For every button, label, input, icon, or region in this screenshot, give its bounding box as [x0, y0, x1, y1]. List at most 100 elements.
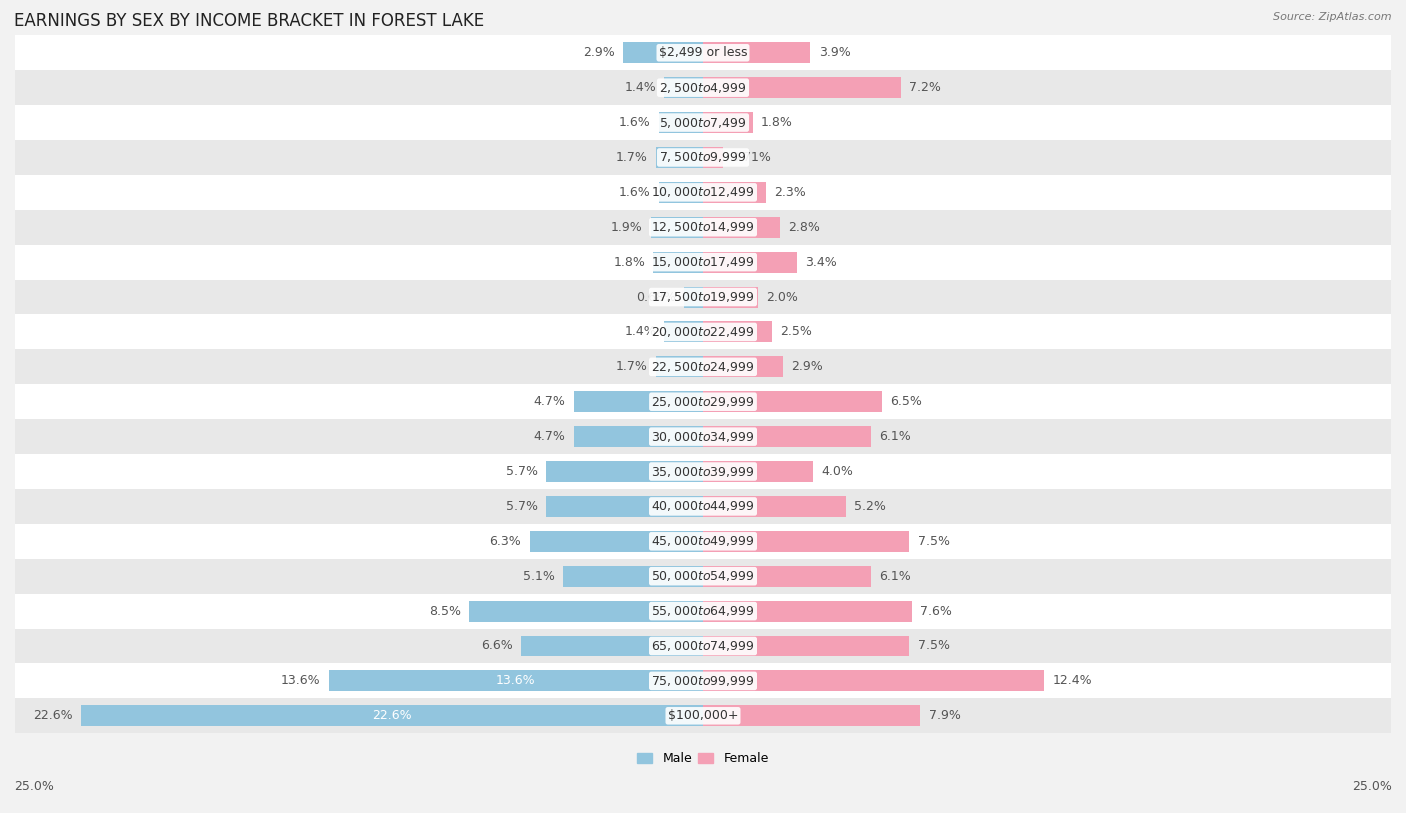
Bar [703, 566, 870, 587]
Text: 2.0%: 2.0% [766, 290, 799, 303]
Bar [15, 559, 1391, 593]
Text: EARNINGS BY SEX BY INCOME BRACKET IN FOREST LAKE: EARNINGS BY SEX BY INCOME BRACKET IN FOR… [14, 12, 484, 30]
Bar [703, 42, 810, 63]
Text: 5.7%: 5.7% [506, 500, 538, 513]
Bar [703, 147, 723, 168]
Text: $15,000 to $17,499: $15,000 to $17,499 [651, 255, 755, 269]
Bar [15, 454, 1391, 489]
Bar [685, 286, 703, 307]
Bar [15, 35, 1391, 70]
Text: $2,499 or less: $2,499 or less [659, 46, 747, 59]
Text: 2.8%: 2.8% [789, 221, 820, 234]
Text: $20,000 to $22,499: $20,000 to $22,499 [651, 325, 755, 339]
Text: 4.7%: 4.7% [533, 395, 565, 408]
Text: 6.5%: 6.5% [890, 395, 922, 408]
Bar [15, 210, 1391, 245]
Text: $35,000 to $39,999: $35,000 to $39,999 [651, 464, 755, 479]
Bar [546, 496, 703, 517]
Bar [562, 566, 703, 587]
Text: 2.9%: 2.9% [792, 360, 823, 373]
Bar [657, 356, 703, 377]
Bar [651, 217, 703, 237]
Text: $45,000 to $49,999: $45,000 to $49,999 [651, 534, 755, 548]
Bar [703, 426, 870, 447]
Text: 6.6%: 6.6% [481, 640, 513, 653]
Bar [15, 628, 1391, 663]
Text: 7.9%: 7.9% [929, 709, 960, 722]
Text: 1.6%: 1.6% [619, 186, 651, 199]
Bar [15, 524, 1391, 559]
Text: $65,000 to $74,999: $65,000 to $74,999 [651, 639, 755, 653]
Text: 3.4%: 3.4% [804, 255, 837, 268]
Text: 13.6%: 13.6% [496, 675, 536, 687]
Bar [654, 252, 703, 272]
Text: $30,000 to $34,999: $30,000 to $34,999 [651, 429, 755, 444]
Bar [665, 321, 703, 342]
Text: $7,500 to $9,999: $7,500 to $9,999 [659, 150, 747, 164]
Text: 12.4%: 12.4% [1053, 675, 1092, 687]
Text: 6.3%: 6.3% [489, 535, 522, 548]
Text: 25.0%: 25.0% [14, 780, 53, 793]
Bar [659, 182, 703, 202]
Text: 1.7%: 1.7% [616, 360, 648, 373]
Bar [659, 112, 703, 133]
Bar [522, 636, 703, 656]
Bar [703, 671, 1045, 691]
Text: 1.9%: 1.9% [610, 221, 643, 234]
Text: 2.5%: 2.5% [780, 325, 811, 338]
Text: $40,000 to $44,999: $40,000 to $44,999 [651, 499, 755, 514]
Text: 0.71%: 0.71% [731, 151, 770, 164]
Bar [703, 321, 772, 342]
Text: 7.5%: 7.5% [918, 640, 949, 653]
Bar [530, 531, 703, 552]
Bar [703, 636, 910, 656]
Bar [15, 663, 1391, 698]
Bar [574, 426, 703, 447]
Bar [703, 391, 882, 412]
Bar [657, 147, 703, 168]
Text: $2,500 to $4,999: $2,500 to $4,999 [659, 80, 747, 94]
Bar [15, 698, 1391, 733]
Text: 4.7%: 4.7% [533, 430, 565, 443]
Text: 0.68%: 0.68% [636, 290, 676, 303]
Text: $17,500 to $19,999: $17,500 to $19,999 [651, 290, 755, 304]
Bar [703, 77, 901, 98]
Bar [703, 286, 758, 307]
Bar [15, 175, 1391, 210]
Bar [574, 391, 703, 412]
Bar [665, 77, 703, 98]
Bar [546, 461, 703, 482]
Text: $22,500 to $24,999: $22,500 to $24,999 [651, 360, 755, 374]
Text: 1.4%: 1.4% [624, 81, 657, 94]
Bar [15, 70, 1391, 105]
Text: 1.8%: 1.8% [613, 255, 645, 268]
Text: 3.9%: 3.9% [818, 46, 851, 59]
Bar [15, 245, 1391, 280]
Bar [703, 356, 783, 377]
Bar [15, 280, 1391, 315]
Bar [15, 420, 1391, 454]
Text: 1.4%: 1.4% [624, 325, 657, 338]
Text: 22.6%: 22.6% [373, 709, 412, 722]
Bar [623, 42, 703, 63]
Text: 6.1%: 6.1% [879, 570, 911, 583]
Bar [15, 593, 1391, 628]
Bar [15, 140, 1391, 175]
Text: $55,000 to $64,999: $55,000 to $64,999 [651, 604, 755, 618]
Text: 6.1%: 6.1% [879, 430, 911, 443]
Text: 1.7%: 1.7% [616, 151, 648, 164]
Bar [15, 385, 1391, 420]
Text: 7.2%: 7.2% [910, 81, 941, 94]
Text: 7.6%: 7.6% [921, 605, 952, 618]
Bar [82, 706, 703, 726]
Text: 5.2%: 5.2% [855, 500, 886, 513]
Text: 2.3%: 2.3% [775, 186, 806, 199]
Legend: Male, Female: Male, Female [637, 752, 769, 765]
Text: 1.6%: 1.6% [619, 116, 651, 129]
Bar [15, 315, 1391, 350]
Bar [15, 350, 1391, 385]
Bar [703, 601, 912, 622]
Text: 22.6%: 22.6% [34, 709, 73, 722]
Text: 13.6%: 13.6% [281, 675, 321, 687]
Text: $75,000 to $99,999: $75,000 to $99,999 [651, 674, 755, 688]
